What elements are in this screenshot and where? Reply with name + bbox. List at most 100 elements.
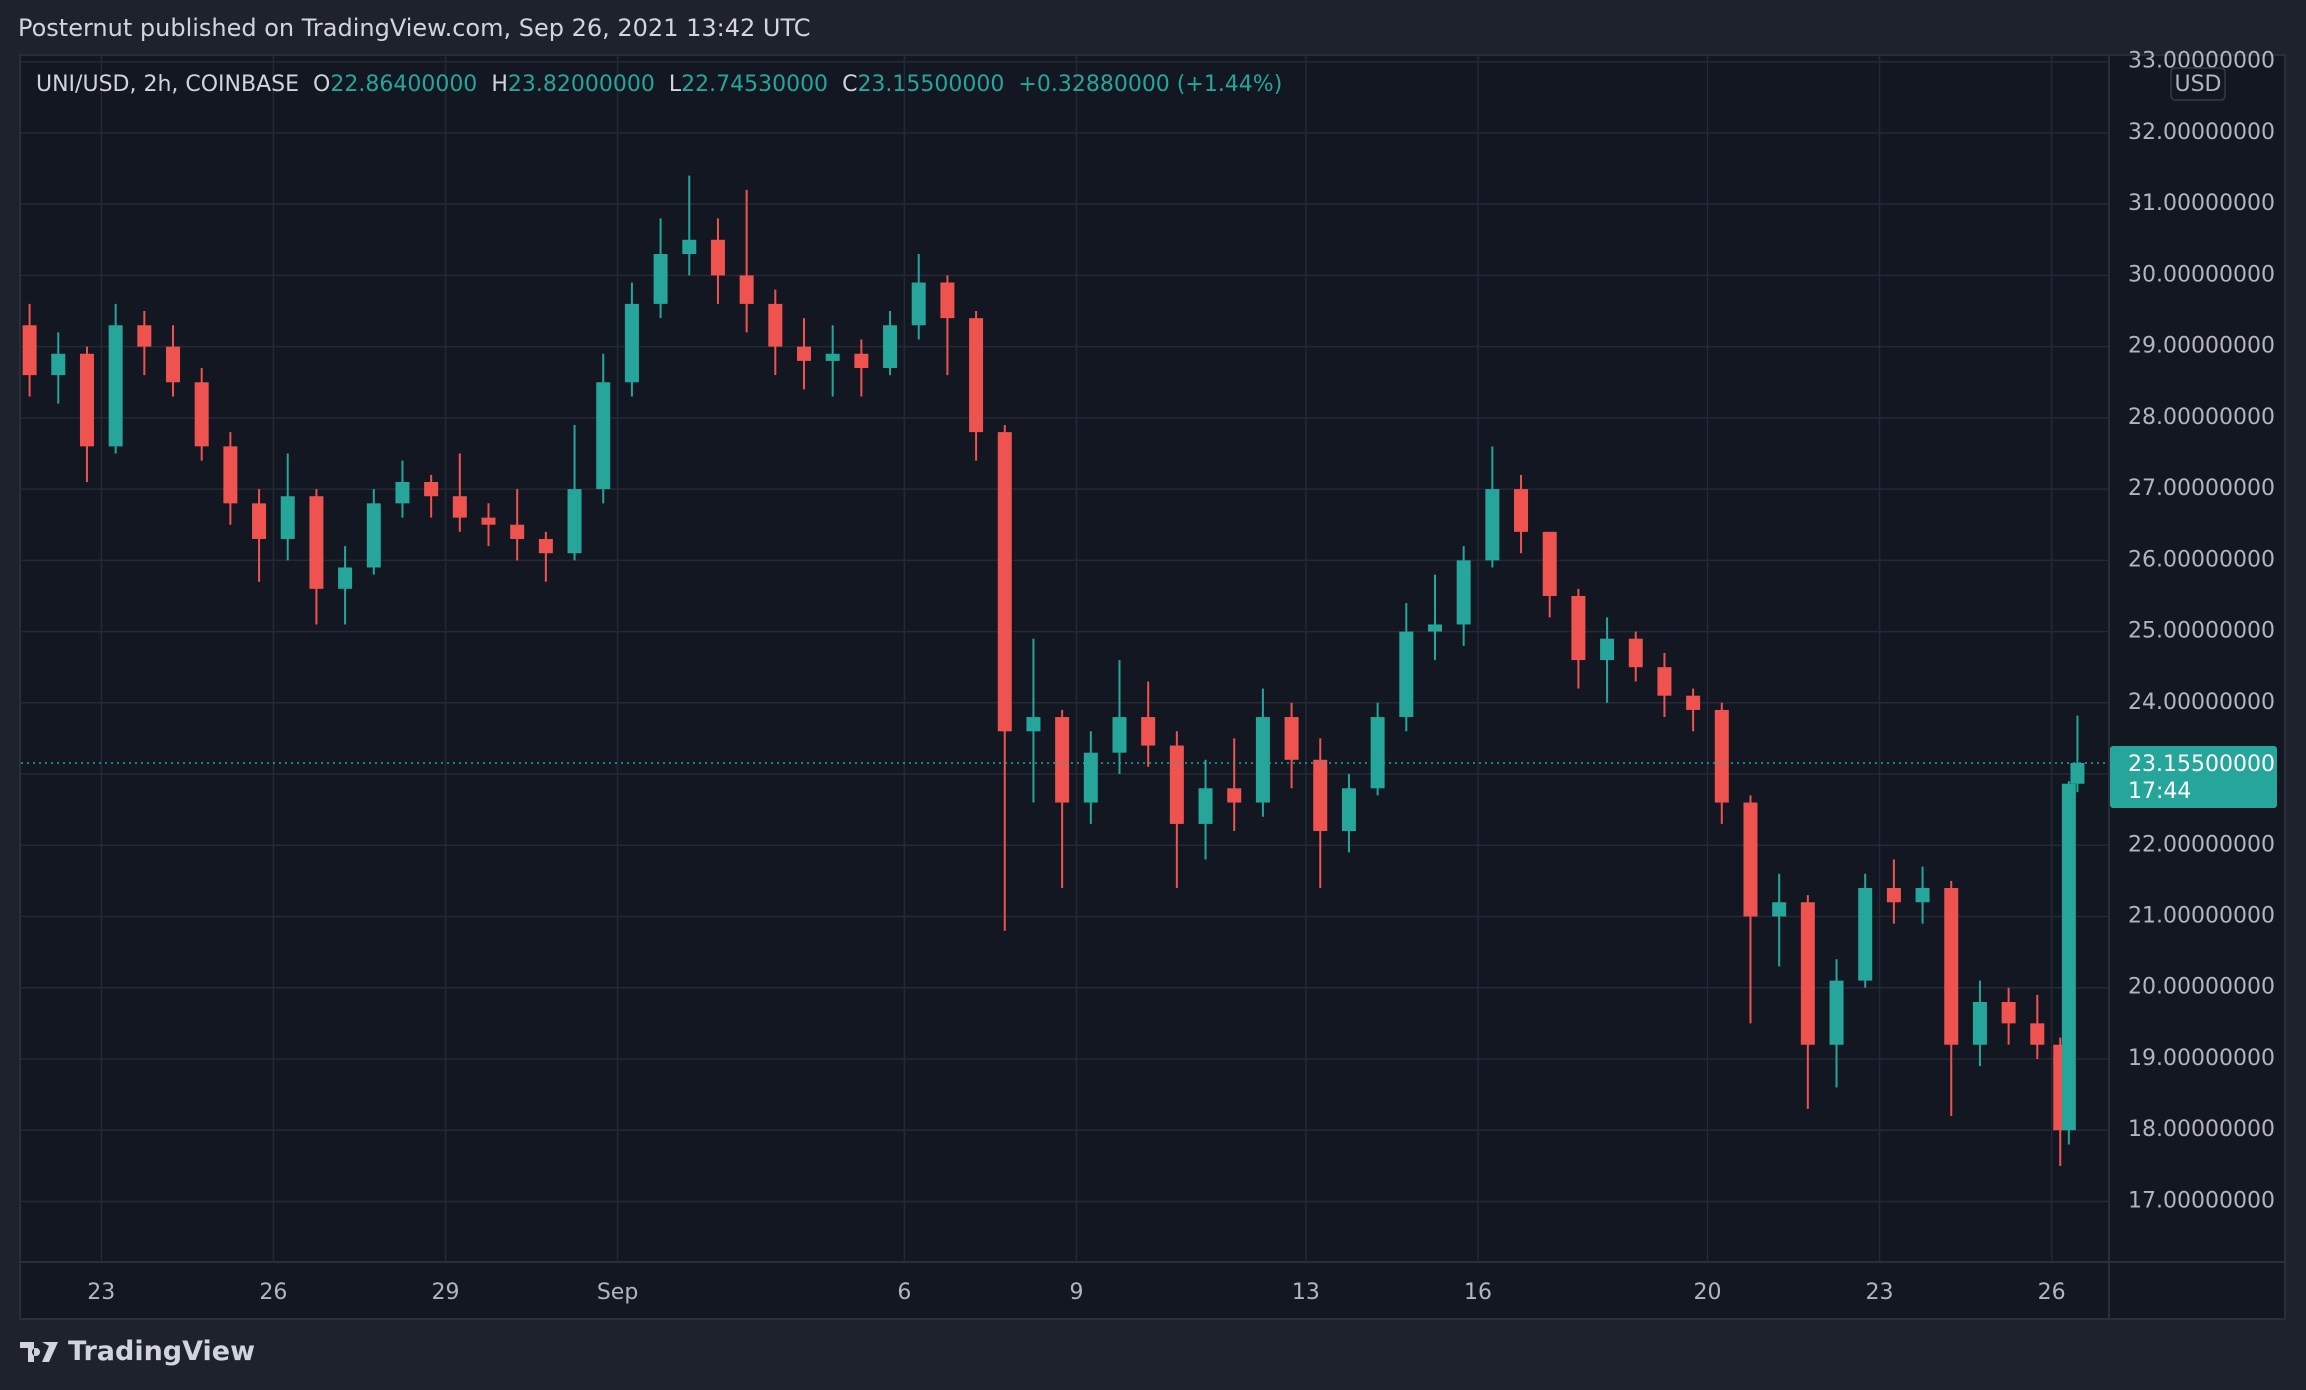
candle-body — [1686, 695, 1701, 710]
candle-body — [1112, 717, 1127, 753]
last-price-label: 23.15500000 — [2128, 752, 2275, 777]
candle-body — [567, 489, 582, 554]
candle-body — [624, 303, 639, 383]
candle-body — [1542, 531, 1557, 596]
candle-body — [309, 496, 324, 589]
candle-body — [1198, 788, 1213, 824]
candle-body — [1370, 717, 1385, 789]
candle-body — [911, 282, 926, 326]
candle-body — [1313, 759, 1328, 832]
candle-body — [596, 382, 611, 490]
candle-body — [1944, 888, 1959, 1045]
candle-body — [1915, 888, 1930, 903]
x-tick-label: 16 — [1464, 1280, 1492, 1305]
candle-body — [395, 481, 410, 504]
candles — [21, 175, 2109, 1166]
candle-body — [1657, 667, 1672, 696]
candle-body — [1427, 624, 1442, 632]
open-label: O — [313, 72, 331, 97]
high-label: H — [491, 72, 508, 97]
low-label: L — [668, 72, 682, 97]
candle-body — [825, 353, 840, 361]
candle-body — [1800, 902, 1815, 1045]
candle-body — [682, 239, 697, 255]
logo: TradingView — [20, 1336, 255, 1367]
y-tick-label: 21.00000000 — [2128, 904, 2275, 929]
logo-icon — [20, 1341, 58, 1362]
candle-body — [1628, 638, 1643, 668]
x-tick-label: 26 — [259, 1280, 287, 1305]
low-value: 22.74530000 — [681, 72, 829, 97]
candle-body — [883, 325, 898, 369]
candle-body — [1972, 1001, 1987, 1045]
change-value: +0.32880000 (+1.44%) — [1018, 72, 1283, 97]
close-label: C — [842, 72, 858, 97]
candle-body — [481, 517, 496, 525]
candle-body — [538, 538, 553, 554]
currency-label: USD — [2174, 72, 2221, 97]
candle-body — [137, 325, 152, 347]
y-tick-label: 17.00000000 — [2128, 1188, 2275, 1213]
y-tick-label: 24.00000000 — [2128, 690, 2275, 715]
candle-body — [1055, 717, 1070, 803]
candle-body — [1714, 709, 1729, 803]
y-tick-label: 20.00000000 — [2128, 975, 2275, 1000]
open-value: 22.86400000 — [330, 72, 478, 97]
candle-body — [452, 496, 467, 518]
chart-pane — [19, 54, 2286, 1320]
high-value: 23.82000000 — [507, 72, 655, 97]
y-tick-label: 28.00000000 — [2128, 405, 2275, 430]
candle-body — [1829, 980, 1844, 1045]
candle-body — [510, 524, 525, 539]
last-price-box — [2110, 746, 2277, 809]
candle-body — [1341, 788, 1356, 832]
candle-body — [280, 496, 295, 539]
x-tick-label: 6 — [897, 1280, 911, 1305]
y-tick-label: 31.00000000 — [2128, 191, 2275, 216]
candle-body — [223, 446, 238, 504]
candle-body — [710, 239, 725, 276]
candle-body — [1743, 802, 1758, 917]
candle-body — [768, 303, 783, 347]
x-tick-label: 20 — [1693, 1280, 1721, 1305]
y-tick-label: 32.00000000 — [2128, 120, 2275, 145]
candle-body — [194, 382, 209, 447]
axes: 17.00000000 18.00000000 19.00000000 20.0000… — [87, 49, 2277, 1305]
candle-body — [1772, 902, 1787, 917]
candle-body — [1571, 595, 1586, 661]
candle-body — [997, 432, 1012, 732]
y-tick-label: 22.00000000 — [2128, 832, 2275, 857]
x-tick-label: 9 — [1069, 1280, 1083, 1305]
candle-body — [1456, 560, 1471, 625]
candle-body — [854, 353, 869, 369]
x-tick-label: 26 — [2038, 1280, 2066, 1305]
grid — [21, 56, 2109, 1262]
candle-body — [2061, 783, 2076, 1131]
candle-body — [366, 503, 381, 568]
currency-box — [2170, 67, 2226, 101]
candle-body — [338, 567, 353, 589]
candle-body — [1227, 788, 1242, 803]
candle-body — [424, 481, 439, 497]
x-tick-label: Sep — [597, 1280, 638, 1305]
candle-body — [22, 325, 37, 376]
y-tick-label: 29.00000000 — [2128, 334, 2275, 359]
x-tick-label: 23 — [1866, 1280, 1894, 1305]
candle-body — [797, 346, 811, 361]
candle-body — [1886, 888, 1901, 903]
candle-body — [108, 325, 123, 447]
candle-body — [2001, 1001, 2016, 1024]
candle-body — [79, 353, 94, 447]
candle-body — [51, 353, 66, 376]
candle-body — [1485, 489, 1500, 561]
logo-text: TradingView — [68, 1336, 256, 1367]
y-tick-label: 30.00000000 — [2128, 262, 2275, 287]
close-value: 23.15500000 — [857, 72, 1005, 97]
candle-body — [1284, 717, 1299, 760]
y-tick-label: 18.00000000 — [2128, 1117, 2275, 1142]
candle-body — [739, 275, 754, 304]
candle-body — [1399, 631, 1414, 718]
candle-body — [969, 318, 984, 433]
